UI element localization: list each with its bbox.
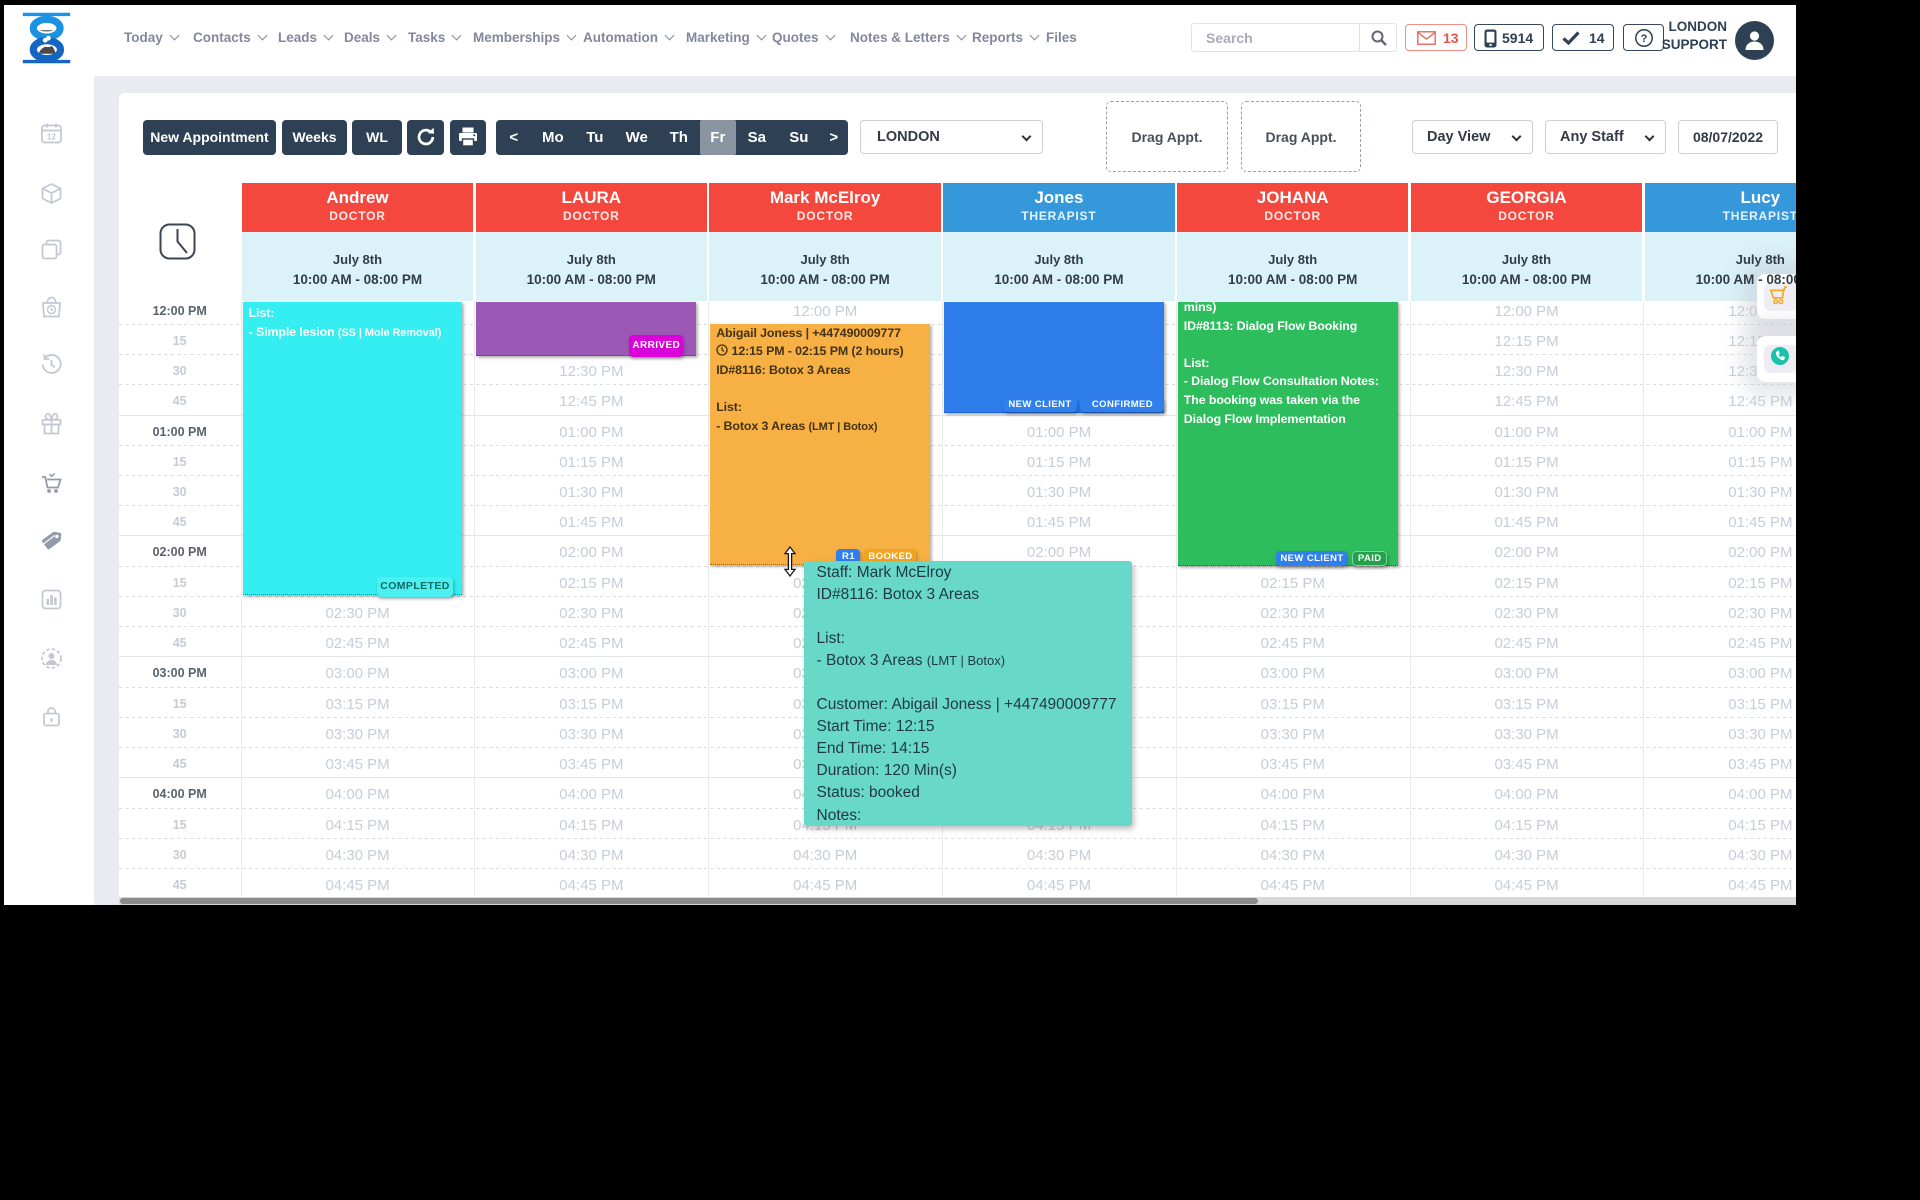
svg-text:?: ? (1641, 33, 1648, 45)
svg-text:12: 12 (47, 133, 56, 142)
